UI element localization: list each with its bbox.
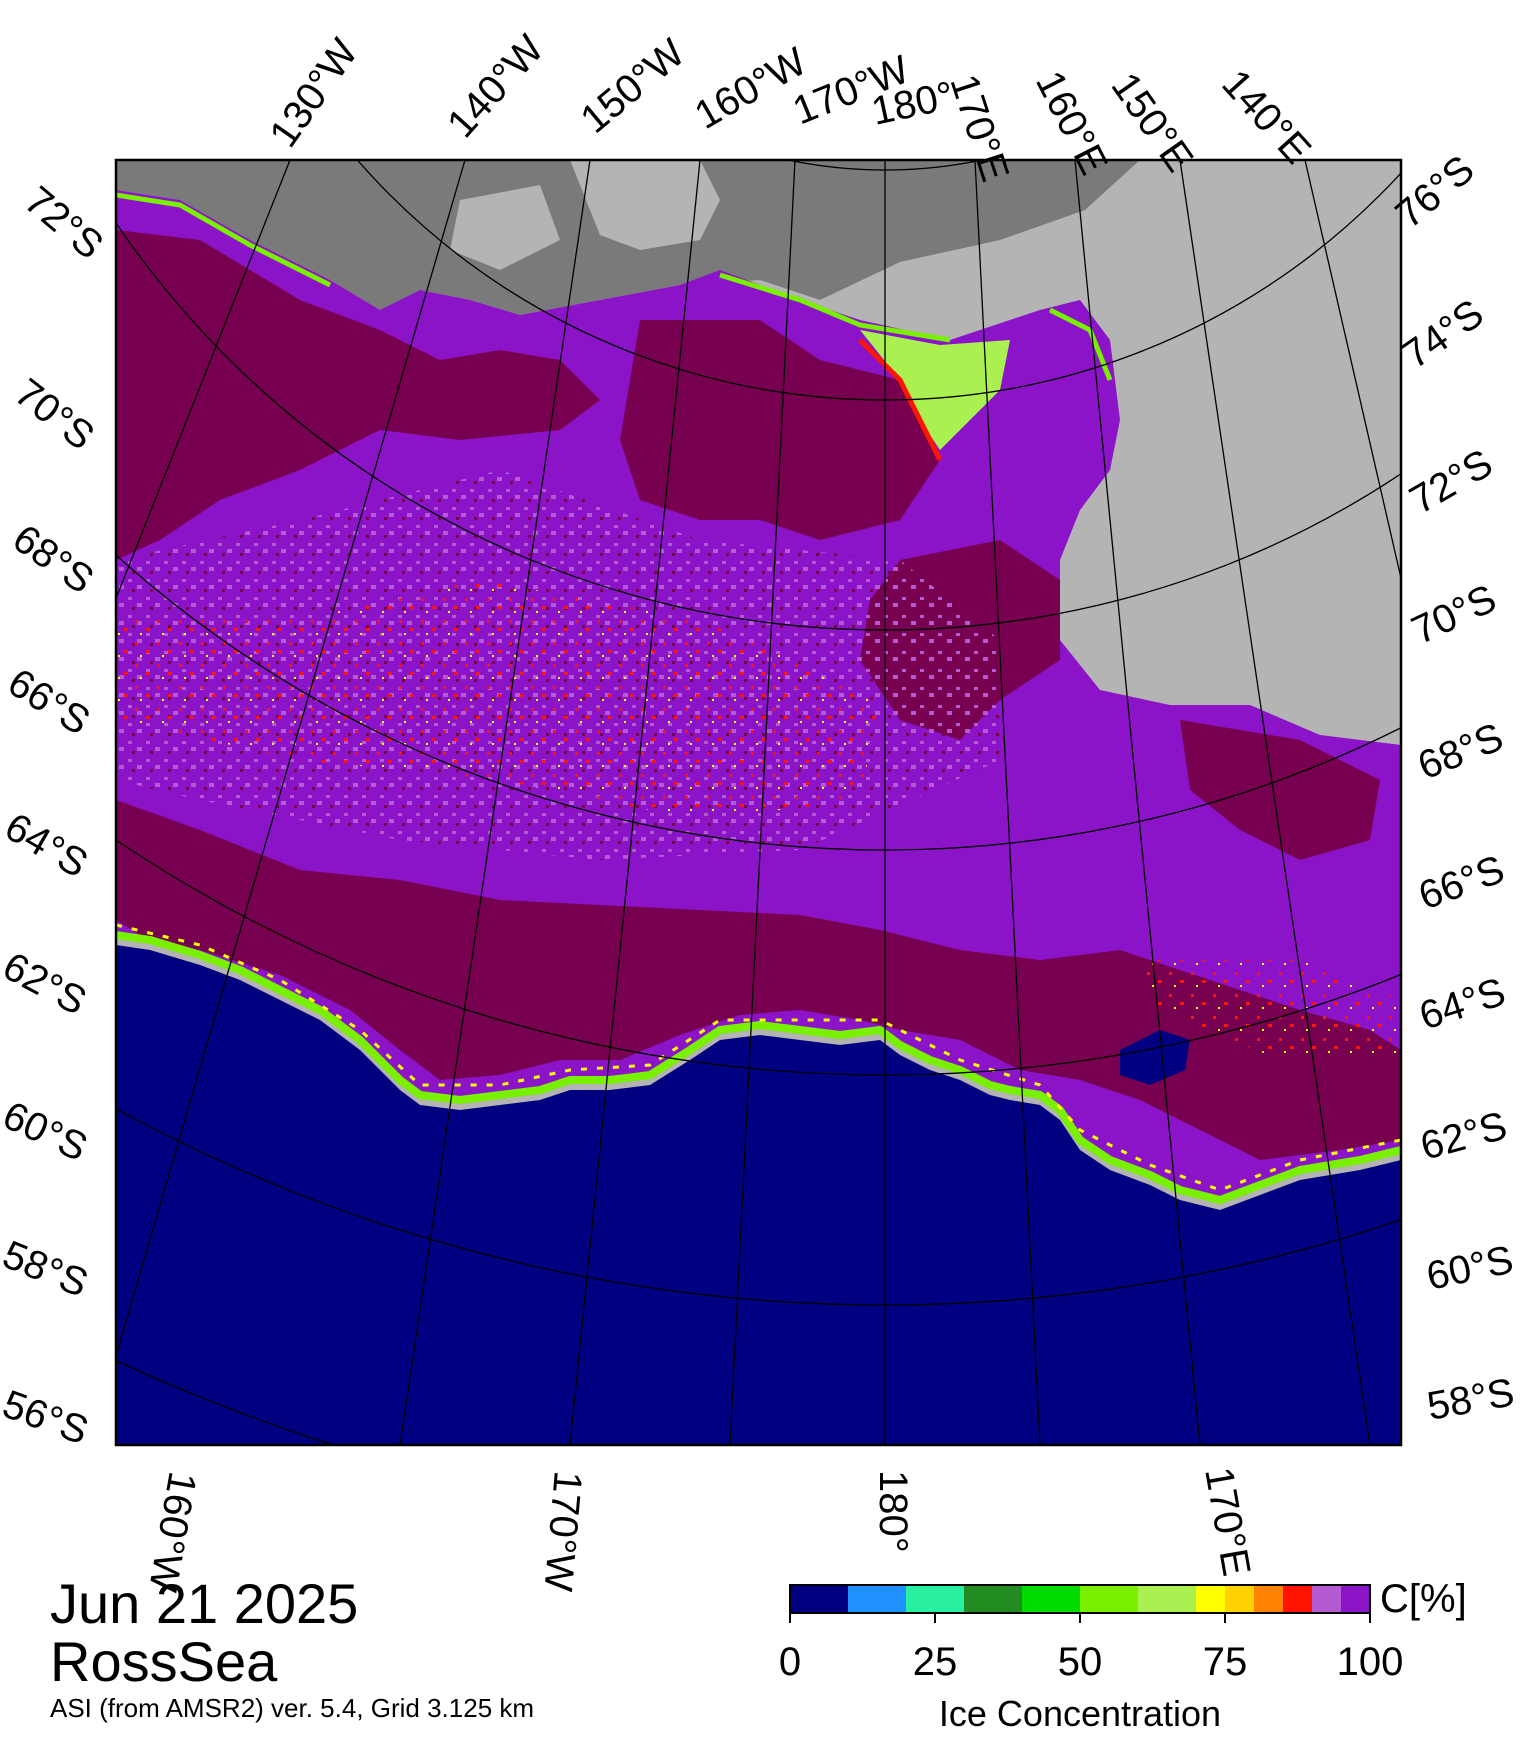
colorbar-bin <box>1138 1585 1197 1613</box>
dark-ice-east <box>860 540 1380 860</box>
colorbar-bin <box>1022 1585 1081 1613</box>
product-info: ASI (from AMSR2) ver. 5.4, Grid 3.125 km <box>50 1693 535 1723</box>
map-frame <box>114 158 1403 1447</box>
latitude-label-left: 68°S <box>5 516 102 602</box>
colorbar-tick-label: 0 <box>779 1640 801 1684</box>
latitude-label-right: 70°S <box>1405 576 1503 653</box>
land-highlight <box>450 160 720 270</box>
region-name: RossSea <box>50 1630 278 1693</box>
colorbar-tick-label: 75 <box>1203 1640 1248 1684</box>
latitude-label-right: 68°S <box>1412 715 1509 788</box>
meridian-line <box>399 160 591 1445</box>
red-speckle-zone <box>116 580 1401 1060</box>
latitude-label-right: 66°S <box>1413 847 1510 918</box>
legend: C[%] 0 25 50 75 100 Ice Concentration <box>779 1577 1467 1734</box>
latitude-label-left: 70°S <box>6 370 102 458</box>
colorbar-tick-label: 25 <box>913 1640 958 1684</box>
meridian-line <box>1074 160 1201 1445</box>
legend-title: Ice Concentration <box>939 1693 1221 1734</box>
longitude-label-bottom: 180° <box>871 1470 915 1553</box>
meridian-line <box>116 160 291 601</box>
ice-edge-yellow <box>116 923 1401 1192</box>
colorbar-bin <box>1080 1585 1139 1613</box>
latitude-label-left: 72°S <box>16 178 111 268</box>
dark-ice-band-north <box>116 230 600 560</box>
latitude-label-left: 58°S <box>0 1233 94 1306</box>
coastal-polynya-ross <box>860 330 1010 450</box>
longitude-label-top: 140°E <box>1213 62 1319 173</box>
meridian-line <box>1304 160 1401 582</box>
caption: Jun 21 2025 RossSea ASI (from AMSR2) ver… <box>50 1575 534 1725</box>
latitude-label-right: 74°S <box>1395 291 1492 377</box>
latitude-label-right: 58°S <box>1424 1370 1517 1428</box>
colorbar-bin <box>1283 1585 1313 1613</box>
colorbar-tick-label: 100 <box>1337 1640 1404 1684</box>
colorbar-bin <box>1312 1585 1342 1613</box>
latitude-label-right: 64°S <box>1414 970 1511 1039</box>
colorbar-ticks: 0 25 50 75 100 <box>779 1613 1404 1684</box>
colorbar-bin <box>848 1585 907 1613</box>
longitude-label-top: 150°W <box>573 31 694 142</box>
meridian-line <box>729 160 796 1445</box>
longitude-label-top: 140°W <box>439 27 552 146</box>
map-content <box>116 160 1401 1445</box>
colorbar-bin <box>1196 1585 1226 1613</box>
map-date: Jun 21 2025 <box>50 1572 359 1635</box>
latitude-label-right: 62°S <box>1416 1104 1512 1169</box>
latitude-label-left: 62°S <box>0 944 93 1024</box>
colorbar-tick-label: 50 <box>1058 1640 1103 1684</box>
latitude-label-left: 60°S <box>0 1093 94 1170</box>
meridian-line <box>974 160 1041 1445</box>
dark-ice-southern-band <box>116 800 1401 1160</box>
colorbar-bin <box>1225 1585 1255 1613</box>
latitude-label-left: 56°S <box>0 1382 94 1453</box>
meridian-line <box>1179 160 1371 1445</box>
coastal-edge-green <box>116 192 1113 381</box>
colorbar-bin <box>964 1585 1023 1613</box>
colorbar-bin <box>1341 1585 1371 1613</box>
colorbar <box>790 1585 1371 1613</box>
latitude-label-left: 66°S <box>0 660 97 744</box>
meridian-line <box>116 160 466 1359</box>
colorbar-bin <box>906 1585 965 1613</box>
open-water <box>116 945 1401 1445</box>
latitude-label-right: 60°S <box>1423 1238 1517 1299</box>
longitude-label-bottom: 170°W <box>536 1469 590 1593</box>
colorbar-bin <box>790 1585 849 1613</box>
meridian-line <box>569 160 701 1445</box>
latitude-label-right: 72°S <box>1403 441 1500 523</box>
ice-edge-zone <box>116 931 1401 1204</box>
legend-unit: C[%] <box>1380 1577 1467 1621</box>
longitude-label-bottom: 170°E <box>1196 1464 1258 1579</box>
open-water-polynya <box>1120 1030 1190 1085</box>
latitude-label-left: 64°S <box>0 805 95 887</box>
colorbar-bin <box>1254 1585 1284 1613</box>
longitude-label-top: 130°W <box>261 31 366 155</box>
